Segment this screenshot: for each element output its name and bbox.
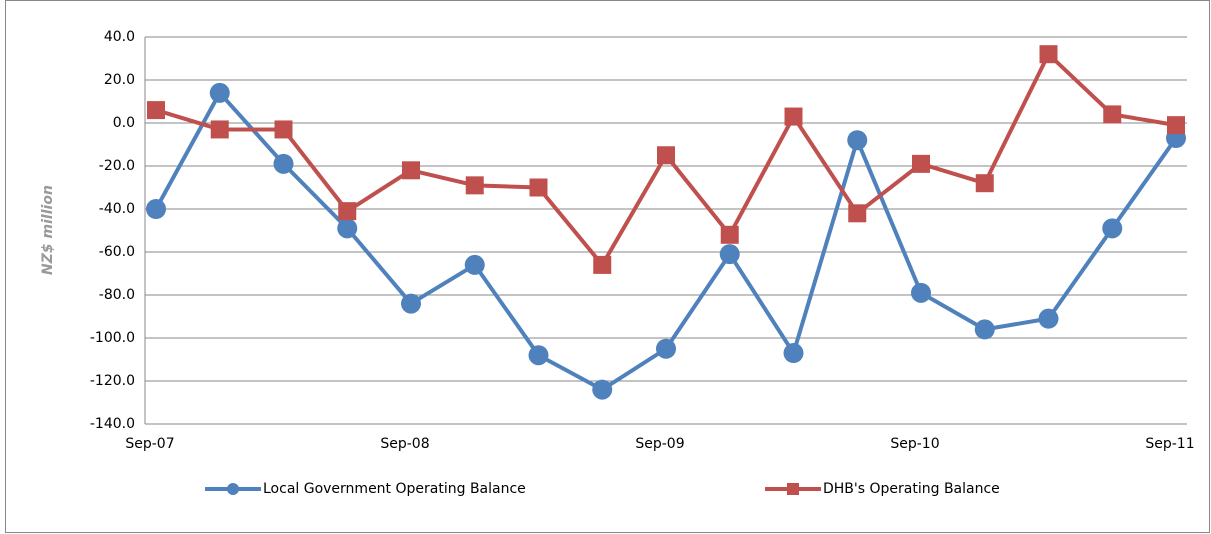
y-tick-label: 0.0 <box>113 115 135 131</box>
marker <box>529 178 548 197</box>
y-tick-label: -80.0 <box>99 287 135 303</box>
marker <box>337 218 358 239</box>
marker <box>210 120 229 139</box>
marker <box>465 176 484 195</box>
marker <box>274 120 293 139</box>
marker <box>848 204 867 223</box>
y-tick-label: 40.0 <box>104 29 135 45</box>
marker <box>720 225 739 244</box>
marker <box>911 282 931 303</box>
y-tick-label: 20.0 <box>104 72 135 88</box>
marker <box>1039 45 1058 64</box>
marker <box>783 343 804 364</box>
marker <box>657 146 675 165</box>
x-tick-label: Sep-10 <box>890 436 939 452</box>
x-tick-label: Sep-08 <box>380 436 429 452</box>
marker <box>975 174 994 193</box>
marker <box>593 255 612 274</box>
x-tick-label: Sep-09 <box>635 436 684 452</box>
y-tick-label: -120.0 <box>90 373 135 389</box>
marker <box>402 161 420 180</box>
marker <box>273 153 294 174</box>
marker <box>1167 116 1185 135</box>
legend-label: Local Government Operating Balance <box>263 481 526 497</box>
marker <box>401 293 421 314</box>
marker <box>1102 218 1123 239</box>
y-axis-label: NZ$ million <box>40 185 56 275</box>
marker <box>146 199 166 219</box>
marker <box>1038 308 1059 329</box>
marker <box>464 254 485 275</box>
marker <box>592 379 613 400</box>
marker <box>847 130 868 151</box>
legend-label: DHB's Operating Balance <box>823 481 1000 497</box>
y-tick-label: -100.0 <box>90 330 135 346</box>
marker <box>974 319 995 340</box>
marker <box>147 101 165 120</box>
marker <box>719 244 740 265</box>
marker <box>912 154 930 173</box>
marker <box>338 202 357 221</box>
y-tick-label: -20.0 <box>99 158 135 174</box>
legend-marker <box>227 483 239 495</box>
marker <box>1103 105 1122 124</box>
marker <box>784 107 803 126</box>
marker <box>656 338 676 359</box>
x-tick-label: Sep-07 <box>125 436 174 452</box>
y-tick-label: -140.0 <box>90 416 135 432</box>
y-tick-label: -60.0 <box>99 244 135 260</box>
marker <box>209 82 230 103</box>
y-tick-label: -40.0 <box>99 201 135 217</box>
legend-marker <box>787 483 799 495</box>
x-tick-label: Sep-11 <box>1145 436 1194 452</box>
marker <box>528 345 549 366</box>
